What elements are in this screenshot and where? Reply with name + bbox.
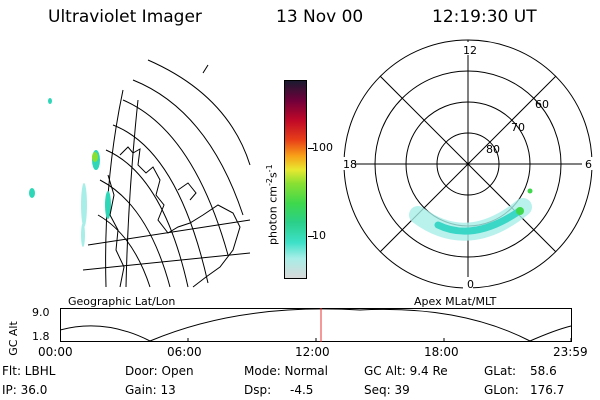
auroral-oval (409, 188, 533, 241)
time-tick-2359: 23:59 (553, 345, 588, 359)
info-flt: Flt: LBHL (2, 364, 56, 378)
geographic-map (29, 59, 251, 288)
colorbar-tick-mark (308, 236, 314, 237)
info-glat-label: GLat: (484, 364, 517, 378)
geographic-caption: Geographic Lat/Lon (68, 295, 176, 308)
info-dsp-value: -4.5 (290, 383, 314, 397)
mlt-label-12: 12 (463, 44, 477, 57)
info-dsp-label: Dsp: (244, 383, 272, 397)
lat-label-80: 80 (486, 143, 500, 156)
mlt-label-6: 6 (585, 158, 592, 171)
info-gain: Gain: 13 (125, 383, 176, 397)
info-glon-label: GLon: (484, 383, 519, 397)
colorbar-tick-mark (308, 148, 314, 149)
time-tick-0000: 00:00 (38, 345, 73, 359)
mlt-label-0: 0 (467, 278, 474, 291)
emission-peak-left (92, 152, 98, 162)
mlt-label-18: 18 (343, 158, 357, 171)
colorbar (284, 80, 307, 279)
info-gc-alt: GC Alt: 9.4 Re (364, 364, 448, 378)
info-ip: IP: 36.0 (2, 383, 48, 397)
latitude-lines (97, 59, 251, 288)
altitude-x-ticks (60, 338, 572, 342)
auroral-emission-left (29, 98, 111, 247)
mlt-spokes (344, 40, 592, 288)
polar-plot (340, 39, 596, 290)
time-tick-0600: 06:00 (167, 345, 202, 359)
info-door: Door: Open (125, 364, 194, 378)
info-glon-value: 176.7 (530, 383, 565, 397)
altitude-plot (60, 308, 572, 342)
time-tick-1800: 18:00 (424, 345, 459, 359)
time-tick-1200: 12:00 (295, 345, 330, 359)
altitude-axis-title: GC Alt (6, 321, 20, 356)
polar-caption: Apex MLat/MLT (414, 295, 497, 308)
longitude-lines (82, 89, 251, 288)
info-seq: Seq: 39 (364, 383, 410, 397)
info-glat-value: 58.6 (530, 364, 557, 378)
colorbar-tick-100: 100 (312, 141, 333, 154)
date-label: 13 Nov 00 (276, 7, 364, 27)
altitude-tick-high: 9.0 (32, 306, 50, 319)
lat-label-60: 60 (535, 98, 549, 111)
lat-label-70: 70 (511, 121, 525, 134)
time-label: 12:19:30 UT (432, 7, 537, 27)
colorbar-tick-10: 10 (312, 229, 326, 242)
coastlines (107, 64, 241, 288)
colorbar-unit-label: photon cm-2s-1 (265, 164, 280, 245)
info-mode: Mode: Normal (244, 364, 328, 378)
instrument-title: Ultraviolet Imager (48, 7, 202, 27)
altitude-tick-low: 1.8 (32, 330, 50, 343)
